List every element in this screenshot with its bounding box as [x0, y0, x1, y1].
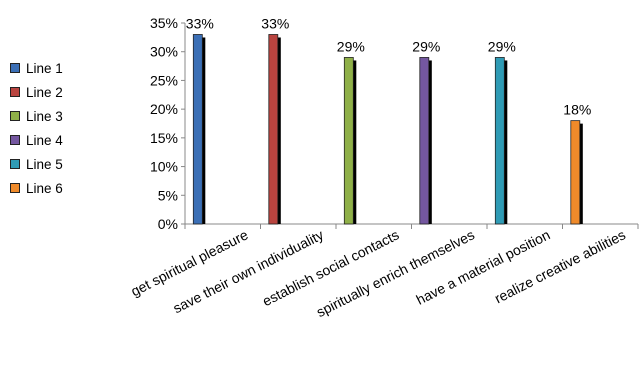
bar: [192, 34, 203, 225]
y-tick-label: 25%: [150, 72, 178, 88]
legend-item: Line 2: [10, 80, 63, 104]
legend-swatch: [10, 159, 20, 169]
data-label: 29%: [337, 38, 365, 54]
legend-label: Line 5: [26, 156, 63, 172]
legend-item: Line 4: [10, 128, 63, 152]
data-label: 33%: [261, 15, 289, 31]
data-label: 18%: [563, 102, 591, 118]
legend: Line 1 Line 2 Line 3 Line 4 Line 5 Line 6: [10, 56, 63, 200]
legend-label: Line 4: [26, 132, 63, 148]
y-tick-label: 0%: [158, 216, 178, 232]
x-tick-label: realize creative abilities: [492, 226, 628, 306]
legend-item: Line 3: [10, 104, 63, 128]
bar: [570, 120, 581, 225]
legend-label: Line 2: [26, 84, 63, 100]
data-label: 33%: [186, 15, 214, 31]
y-tick-label: 30%: [150, 44, 178, 60]
data-label: 29%: [412, 38, 440, 54]
legend-swatch: [10, 135, 20, 145]
data-label: 29%: [488, 38, 516, 54]
y-tick-label: 15%: [150, 130, 178, 146]
legend-swatch: [10, 111, 20, 121]
legend-label: Line 1: [26, 60, 63, 76]
y-tick-label: 10%: [150, 159, 178, 175]
bar: [343, 57, 354, 225]
y-tick-label: 35%: [150, 15, 178, 31]
legend-item: Line 5: [10, 152, 63, 176]
bar: [268, 34, 279, 225]
legend-label: Line 3: [26, 108, 63, 124]
bar: [494, 57, 505, 225]
legend-item: Line 6: [10, 176, 63, 200]
legend-swatch: [10, 63, 20, 73]
legend-label: Line 6: [26, 180, 63, 196]
bar: [419, 57, 430, 225]
legend-swatch: [10, 183, 20, 193]
x-tick-label: have a material position: [414, 226, 553, 307]
legend-swatch: [10, 87, 20, 97]
y-tick-label: 5%: [158, 187, 178, 203]
y-tick-label: 20%: [150, 101, 178, 117]
legend-item: Line 1: [10, 56, 63, 80]
